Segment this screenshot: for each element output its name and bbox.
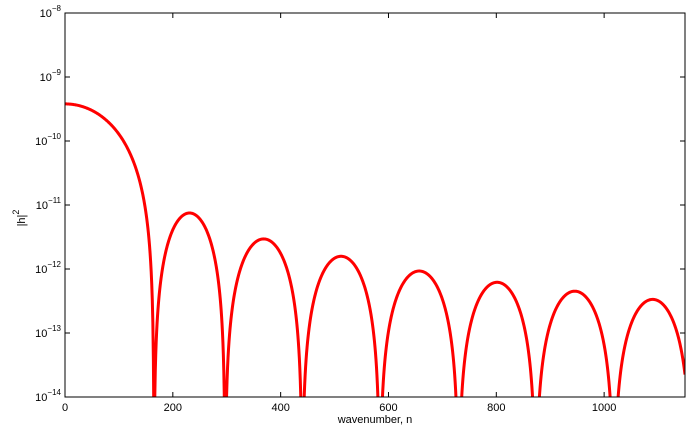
y-tick-label: 10−11 — [36, 196, 62, 212]
y-tick-label: 10−13 — [35, 324, 61, 340]
x-axis-label: wavenumber, n — [337, 414, 413, 426]
y-tick-label: 10−12 — [35, 260, 61, 276]
series-line — [65, 102, 685, 397]
ticks-layer: 0 200 400 600 800 1000 10−14 10−13 10−12 10−11 10−… — [35, 4, 685, 414]
series-layer — [65, 102, 685, 397]
x-tick-label: 800 — [487, 402, 505, 414]
x-tick-label: 1000 — [592, 402, 616, 414]
y-axis-label-superscript: 2 — [11, 210, 21, 215]
y-tick-label: 10−14 — [35, 388, 61, 404]
y-tick-label: 10−8 — [40, 4, 62, 20]
x-tick-label: 200 — [164, 402, 182, 414]
x-tick-label: 600 — [379, 402, 397, 414]
y-axis-label-base: |h| — [16, 215, 28, 227]
y-tick-label: 10−9 — [40, 68, 62, 84]
y-tick-label: 10−10 — [35, 132, 61, 148]
x-tick-label: 400 — [271, 402, 289, 414]
y-axis-label: |h|2 — [11, 210, 28, 227]
x-tick-label: 0 — [62, 402, 68, 414]
